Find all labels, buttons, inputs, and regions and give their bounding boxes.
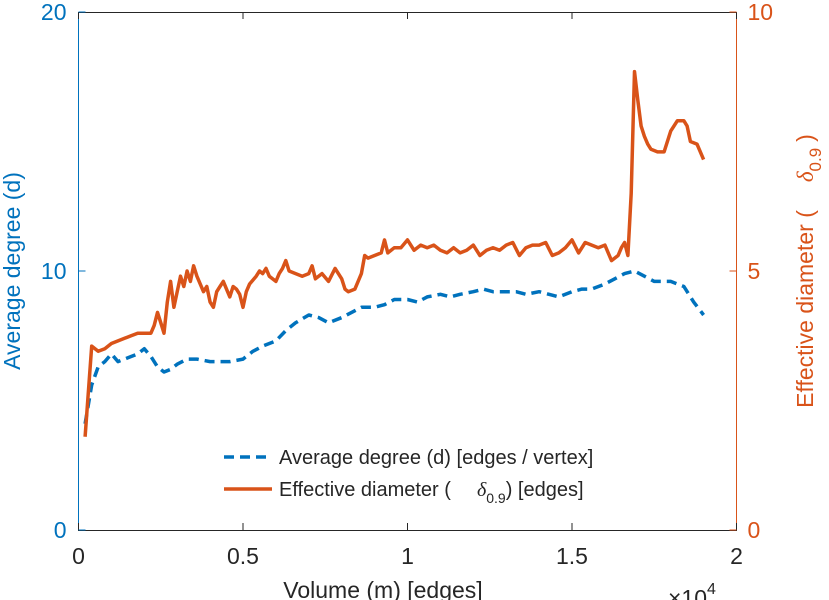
x-axis-title: Volume (m) [edges] [283, 577, 482, 600]
right-y-tick-label: 10 [748, 0, 774, 25]
left-y-tick-label: 10 [41, 258, 67, 284]
series-line-average-degree [83, 269, 705, 425]
left-y-axis-title: Average degree (d) [0, 172, 25, 370]
x-tick-label: 1.5 [556, 543, 588, 569]
right-y-tick-label: 5 [748, 258, 761, 284]
legend-label-avg-degree: Average degree (d) [edges / vertex] [279, 447, 593, 469]
right-y-axis-title-delta: δ [793, 171, 818, 182]
x-tick-label: 0.5 [227, 543, 259, 569]
right-y-axis-title-close: ) [792, 134, 818, 142]
x-tick-label: 0 [72, 543, 85, 569]
series-line-effective-diameter [83, 69, 706, 437]
legend-label-eff-diameter-main: Effective diameter ( [279, 479, 451, 501]
x-axis-exponent-base: ×10 [668, 585, 707, 600]
x-axis-exponent: ×104 [668, 581, 716, 600]
legend-label-eff-diameter-subscript: 0.9 [486, 490, 506, 506]
x-tick-label: 2 [730, 543, 743, 569]
left-y-tick-label: 0 [54, 517, 67, 543]
right-y-axis-title-subscript: 0.9 [806, 148, 825, 172]
legend: Average degree (d) [edges / vertex] Effe… [224, 447, 593, 506]
legend-label-eff-diameter-close: ) [edges] [506, 479, 584, 501]
right-y-axis-title-main: Effective diameter ( [792, 210, 818, 408]
legend-label-eff-diameter-delta: δ [477, 479, 487, 501]
left-y-tick-label: 20 [41, 0, 67, 25]
x-tick-label: 1 [401, 543, 414, 569]
legend-label-eff-diameter: Effective diameter ( δ0.9) [edges] [279, 479, 584, 506]
x-axis-exponent-power: 4 [707, 581, 716, 598]
right-y-axis-title: Effective diameter ( δ0.9) [792, 134, 825, 408]
right-y-tick-label: 0 [748, 517, 761, 543]
